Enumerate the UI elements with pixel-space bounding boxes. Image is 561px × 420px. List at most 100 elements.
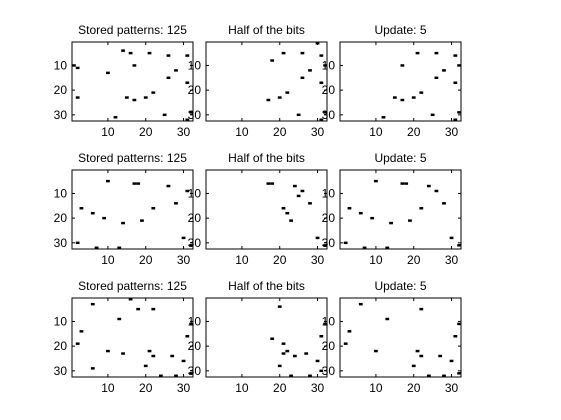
pattern-cell	[343, 342, 348, 345]
plot-area	[340, 42, 461, 121]
pattern-cell	[453, 335, 458, 338]
y-tick-label: 30	[188, 108, 202, 122]
pattern-cell	[277, 364, 282, 368]
x-tick-label: 10	[235, 125, 249, 139]
subplot-3-3: Update: 5 10 20 30 10 20 30	[322, 279, 462, 395]
x-tick-label: 20	[407, 125, 421, 139]
pattern-cell	[158, 374, 163, 377]
pattern-cell	[75, 66, 80, 70]
axes-frame	[339, 297, 462, 378]
subplot-2-2: Half of the bits 10 20 30 10 20 30	[188, 151, 328, 267]
plot-area	[340, 298, 461, 377]
y-tick-label: 10	[54, 314, 68, 328]
pattern-cell	[75, 342, 80, 345]
pattern-cell	[189, 244, 193, 247]
y-tick-label: 30	[322, 108, 336, 122]
pattern-cell	[132, 182, 137, 185]
pattern-cell	[270, 337, 275, 340]
pattern-cell	[449, 236, 454, 240]
pattern-cell	[90, 211, 95, 215]
axes-frame	[71, 41, 194, 122]
pattern-cell	[102, 216, 107, 220]
axes-frame	[205, 297, 328, 378]
subplot-3-1: Stored patterns: 125 10 20 30 10 20 30	[54, 279, 194, 395]
pattern-cell	[374, 349, 378, 353]
pattern-cell	[151, 354, 156, 358]
pattern-cell	[408, 219, 412, 222]
y-tick-label: 20	[322, 83, 336, 97]
pattern-cell	[181, 236, 186, 240]
pattern-cell	[75, 241, 80, 245]
pattern-cell	[400, 98, 405, 102]
y-tick-label: 10	[188, 186, 202, 200]
pattern-cell	[415, 349, 420, 353]
pattern-cell	[79, 207, 84, 210]
subplot-title: Update: 5	[374, 151, 426, 165]
pattern-cell	[136, 182, 141, 185]
pattern-cell	[323, 322, 327, 326]
subplot-title: Half of the bits	[228, 151, 305, 165]
y-tick-label: 30	[188, 364, 202, 378]
pattern-cell	[90, 367, 95, 370]
pattern-cell	[285, 91, 290, 94]
pattern-cell	[400, 64, 405, 67]
pattern-cell	[370, 216, 375, 220]
pattern-cell	[117, 317, 122, 321]
pattern-cell	[434, 76, 439, 80]
pattern-cell	[457, 244, 461, 247]
pattern-cell	[426, 374, 431, 377]
pattern-cell	[347, 207, 352, 210]
pattern-cell	[174, 374, 178, 377]
pattern-cell	[185, 335, 190, 338]
pattern-cell	[358, 302, 363, 306]
y-tick-label: 30	[54, 108, 68, 122]
pattern-cell	[319, 335, 324, 338]
subplot-title: Half of the bits	[228, 279, 305, 293]
axes-frame	[339, 169, 462, 250]
subplot-1-3: Update: 5 10 20 30 10 20 30	[322, 23, 462, 139]
pattern-cell	[319, 81, 324, 84]
pattern-cell	[140, 219, 144, 222]
pattern-cell	[281, 207, 286, 210]
pattern-cell	[343, 241, 348, 245]
pattern-cell	[300, 51, 305, 55]
subplot-title: Update: 5	[374, 279, 426, 293]
y-tick-label: 30	[322, 364, 336, 378]
subplot-1-1: Stored patterns: 125 10 20 30 10 20 30	[54, 23, 194, 139]
pattern-cell	[281, 51, 286, 55]
pattern-cell	[170, 354, 175, 358]
y-tick-label: 10	[54, 186, 68, 200]
pattern-cell	[296, 113, 301, 117]
pattern-cell	[185, 118, 190, 121]
subplot-title: Stored patterns: 125	[78, 279, 187, 293]
subplot-2-3: Update: 5 10 20 30 10 20 30	[322, 151, 462, 267]
y-tick-label: 30	[54, 364, 68, 378]
pattern-cell	[300, 189, 305, 193]
pattern-cell	[79, 330, 84, 333]
pattern-cell	[147, 51, 152, 55]
pattern-cell	[132, 64, 137, 67]
x-tick-label: 20	[139, 381, 153, 395]
x-tick-label: 20	[139, 125, 153, 139]
y-tick-label: 10	[188, 58, 202, 72]
pattern-cell	[442, 374, 446, 377]
x-tick-label: 10	[101, 253, 115, 267]
pattern-cell	[419, 354, 424, 358]
x-tick-label: 30	[311, 381, 325, 395]
axes-frame	[339, 41, 462, 122]
pattern-cell	[323, 111, 327, 114]
pattern-cell	[430, 113, 435, 117]
pattern-cell	[143, 96, 148, 99]
pattern-cell	[404, 182, 409, 185]
y-tick-label: 20	[322, 211, 336, 225]
plot-area	[206, 170, 327, 249]
pattern-cell	[281, 342, 286, 345]
y-tick-label: 20	[322, 339, 336, 353]
pattern-cell	[189, 322, 193, 326]
pattern-cell	[292, 354, 297, 358]
pattern-cell	[75, 96, 80, 99]
pattern-cell	[319, 54, 324, 57]
y-tick-label: 20	[54, 83, 68, 97]
x-tick-label: 10	[101, 125, 115, 139]
subplot-title: Stored patterns: 125	[78, 23, 187, 37]
